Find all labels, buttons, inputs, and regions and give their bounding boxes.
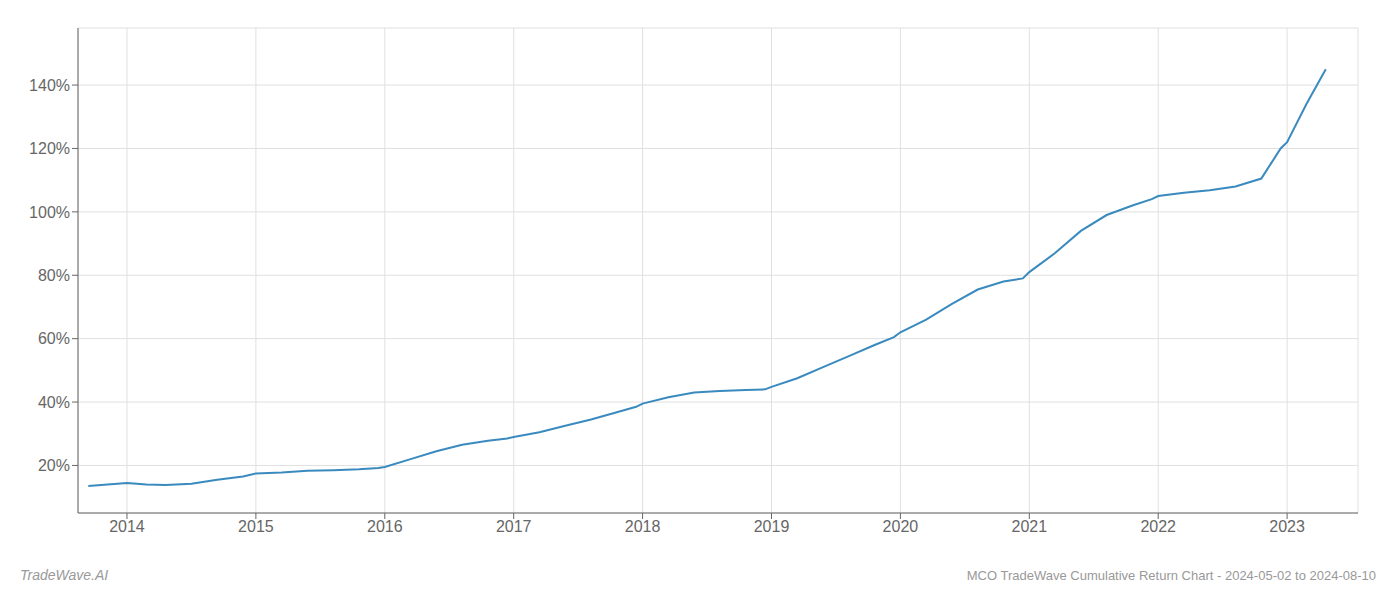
svg-text:20%: 20% bbox=[38, 457, 70, 474]
svg-text:2020: 2020 bbox=[883, 518, 919, 535]
svg-text:2014: 2014 bbox=[109, 518, 145, 535]
svg-text:140%: 140% bbox=[29, 77, 70, 94]
html-text:MCO TradeWave Cumulative Retur: MCO TradeWave Cumulative Return Chart - … bbox=[966, 568, 1376, 583]
svg-text:40%: 40% bbox=[38, 394, 70, 411]
svg-text:2015: 2015 bbox=[238, 518, 274, 535]
svg-text:2018: 2018 bbox=[625, 518, 661, 535]
svg-text:2021: 2021 bbox=[1012, 518, 1048, 535]
svg-text:100%: 100% bbox=[29, 204, 70, 221]
svg-text:80%: 80% bbox=[38, 267, 70, 284]
svg-text:2019: 2019 bbox=[754, 518, 790, 535]
svg-text:2017: 2017 bbox=[496, 518, 532, 535]
svg-text:2016: 2016 bbox=[367, 518, 403, 535]
svg-text:2023: 2023 bbox=[1269, 518, 1305, 535]
svg-text:2022: 2022 bbox=[1140, 518, 1176, 535]
svg-text:120%: 120% bbox=[29, 140, 70, 157]
html-text:TradeWave.AI: TradeWave.AI bbox=[20, 567, 109, 583]
svg-text:60%: 60% bbox=[38, 330, 70, 347]
